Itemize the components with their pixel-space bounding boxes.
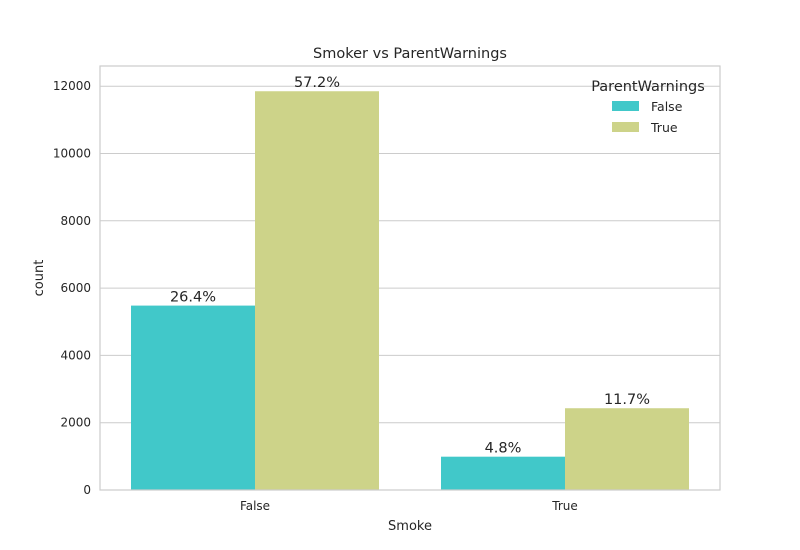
legend-label-false: False — [651, 99, 683, 114]
x-axis-label: Smoke — [388, 519, 432, 534]
legend-title: ParentWarnings — [591, 79, 705, 95]
x-tick-label: True — [551, 499, 578, 513]
y-tick-label: 2000 — [60, 416, 91, 430]
legend-label-true: True — [650, 120, 678, 135]
y-tick-label: 6000 — [60, 281, 91, 295]
legend-swatch-false — [612, 101, 639, 111]
chart-title: Smoker vs ParentWarnings — [313, 46, 507, 62]
bar-value-label: 11.7% — [604, 392, 650, 408]
bar-value-labels: 26.4% 57.2% 4.8% 11.7% — [170, 75, 650, 456]
bar-false-true — [255, 91, 379, 490]
bar-true-false — [441, 456, 565, 490]
plot-frame — [99, 65, 721, 491]
bar-value-label: 4.8% — [485, 441, 522, 457]
x-tick-label: False — [240, 499, 270, 513]
legend-swatch-true — [612, 122, 639, 132]
bar-false-false — [131, 305, 255, 490]
y-tick-label: 0 — [83, 483, 91, 497]
legend: ParentWarnings False True — [591, 79, 705, 135]
x-axis-ticks: False True — [240, 499, 578, 513]
bar-true-true — [565, 408, 689, 490]
y-tick-label: 4000 — [60, 348, 91, 362]
y-tick-label: 8000 — [60, 214, 91, 228]
y-tick-label: 12000 — [53, 79, 91, 93]
y-axis-ticks: 0 2000 4000 6000 8000 10000 12000 — [53, 79, 91, 497]
bar-value-label: 26.4% — [170, 290, 216, 306]
y-tick-label: 10000 — [53, 146, 91, 160]
bar-value-label: 57.2% — [294, 75, 340, 91]
bars — [131, 91, 689, 490]
y-axis-label: count — [32, 260, 47, 297]
